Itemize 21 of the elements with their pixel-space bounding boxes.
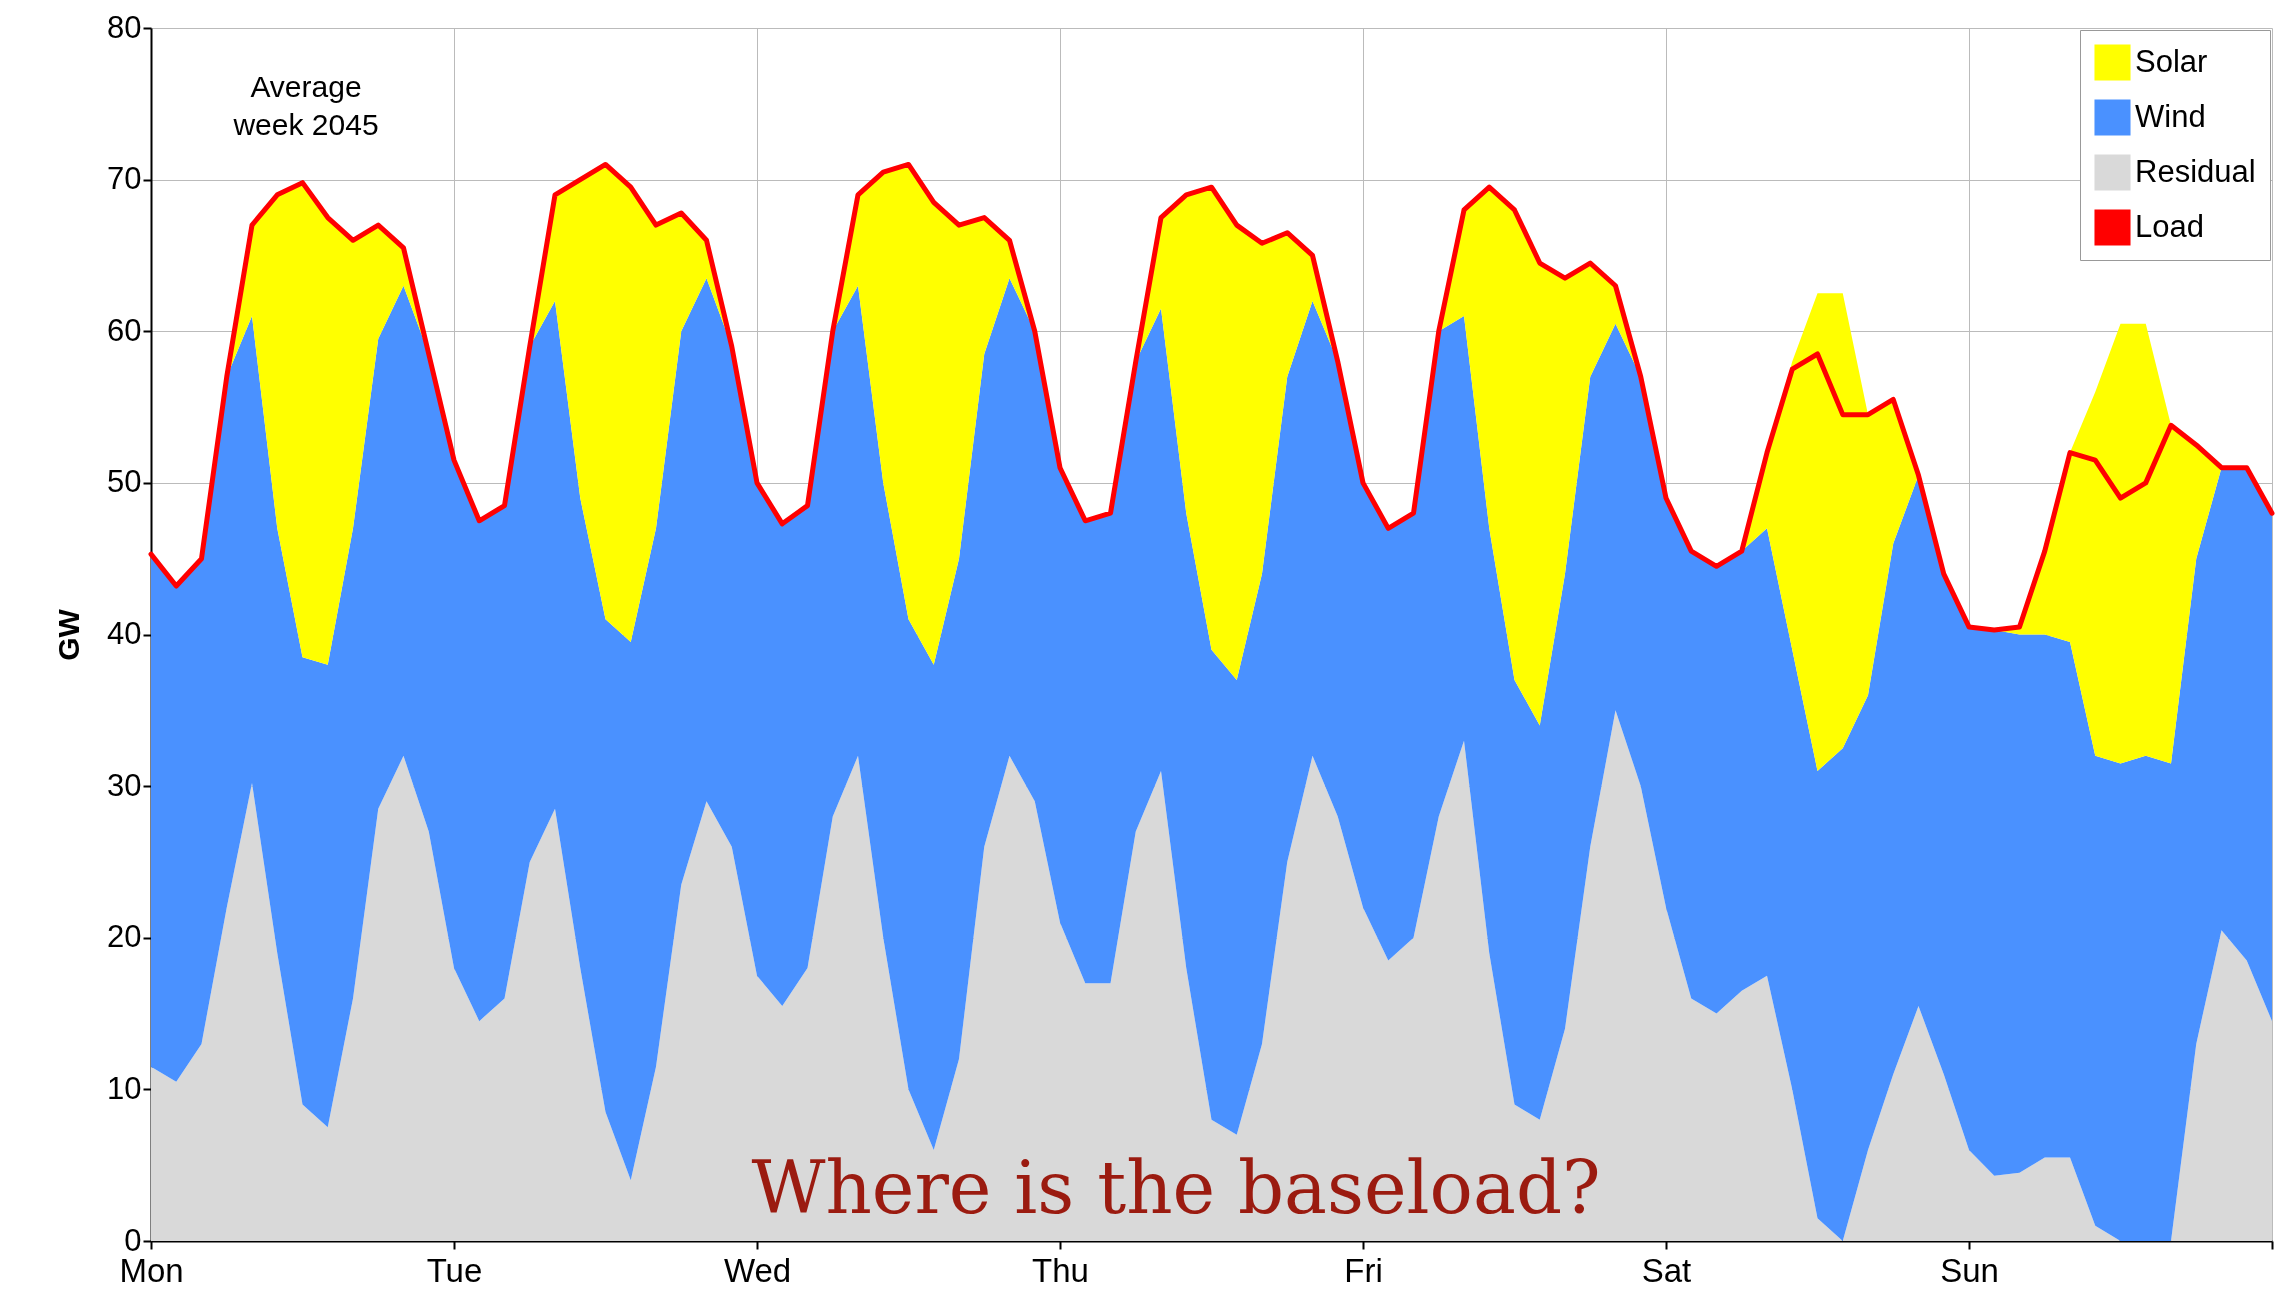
y-tick-label: 60 — [107, 312, 142, 348]
y-tick-label: 70 — [107, 161, 142, 197]
x-tick-label: Thu — [1032, 1251, 1089, 1289]
y-tick-label: 40 — [107, 616, 142, 651]
y-tick-label: 30 — [107, 767, 142, 803]
x-tick-label: Fri — [1344, 1251, 1383, 1289]
y-tick-label: 10 — [107, 1070, 142, 1106]
legend-label: Residual — [2135, 153, 2256, 189]
y-tick-label: 20 — [107, 919, 142, 955]
x-tick-label: Wed — [723, 1251, 792, 1289]
legend-label: Load — [2135, 208, 2204, 244]
x-tick-label: Sat — [1641, 1251, 1692, 1289]
y-tick-label: 80 — [107, 9, 142, 45]
x-tick-label: Tue — [426, 1251, 483, 1289]
annotation: Where is the baseload? — [751, 1146, 1601, 1230]
legend-label: Wind — [2135, 98, 2206, 134]
x-tick-label: Sun — [1940, 1251, 1999, 1289]
y-axis-title: GW — [52, 608, 86, 661]
legend-label: Solar — [2135, 43, 2208, 79]
annotation: Average week 2045 — [232, 70, 379, 141]
y-tick-label: 50 — [107, 464, 142, 500]
